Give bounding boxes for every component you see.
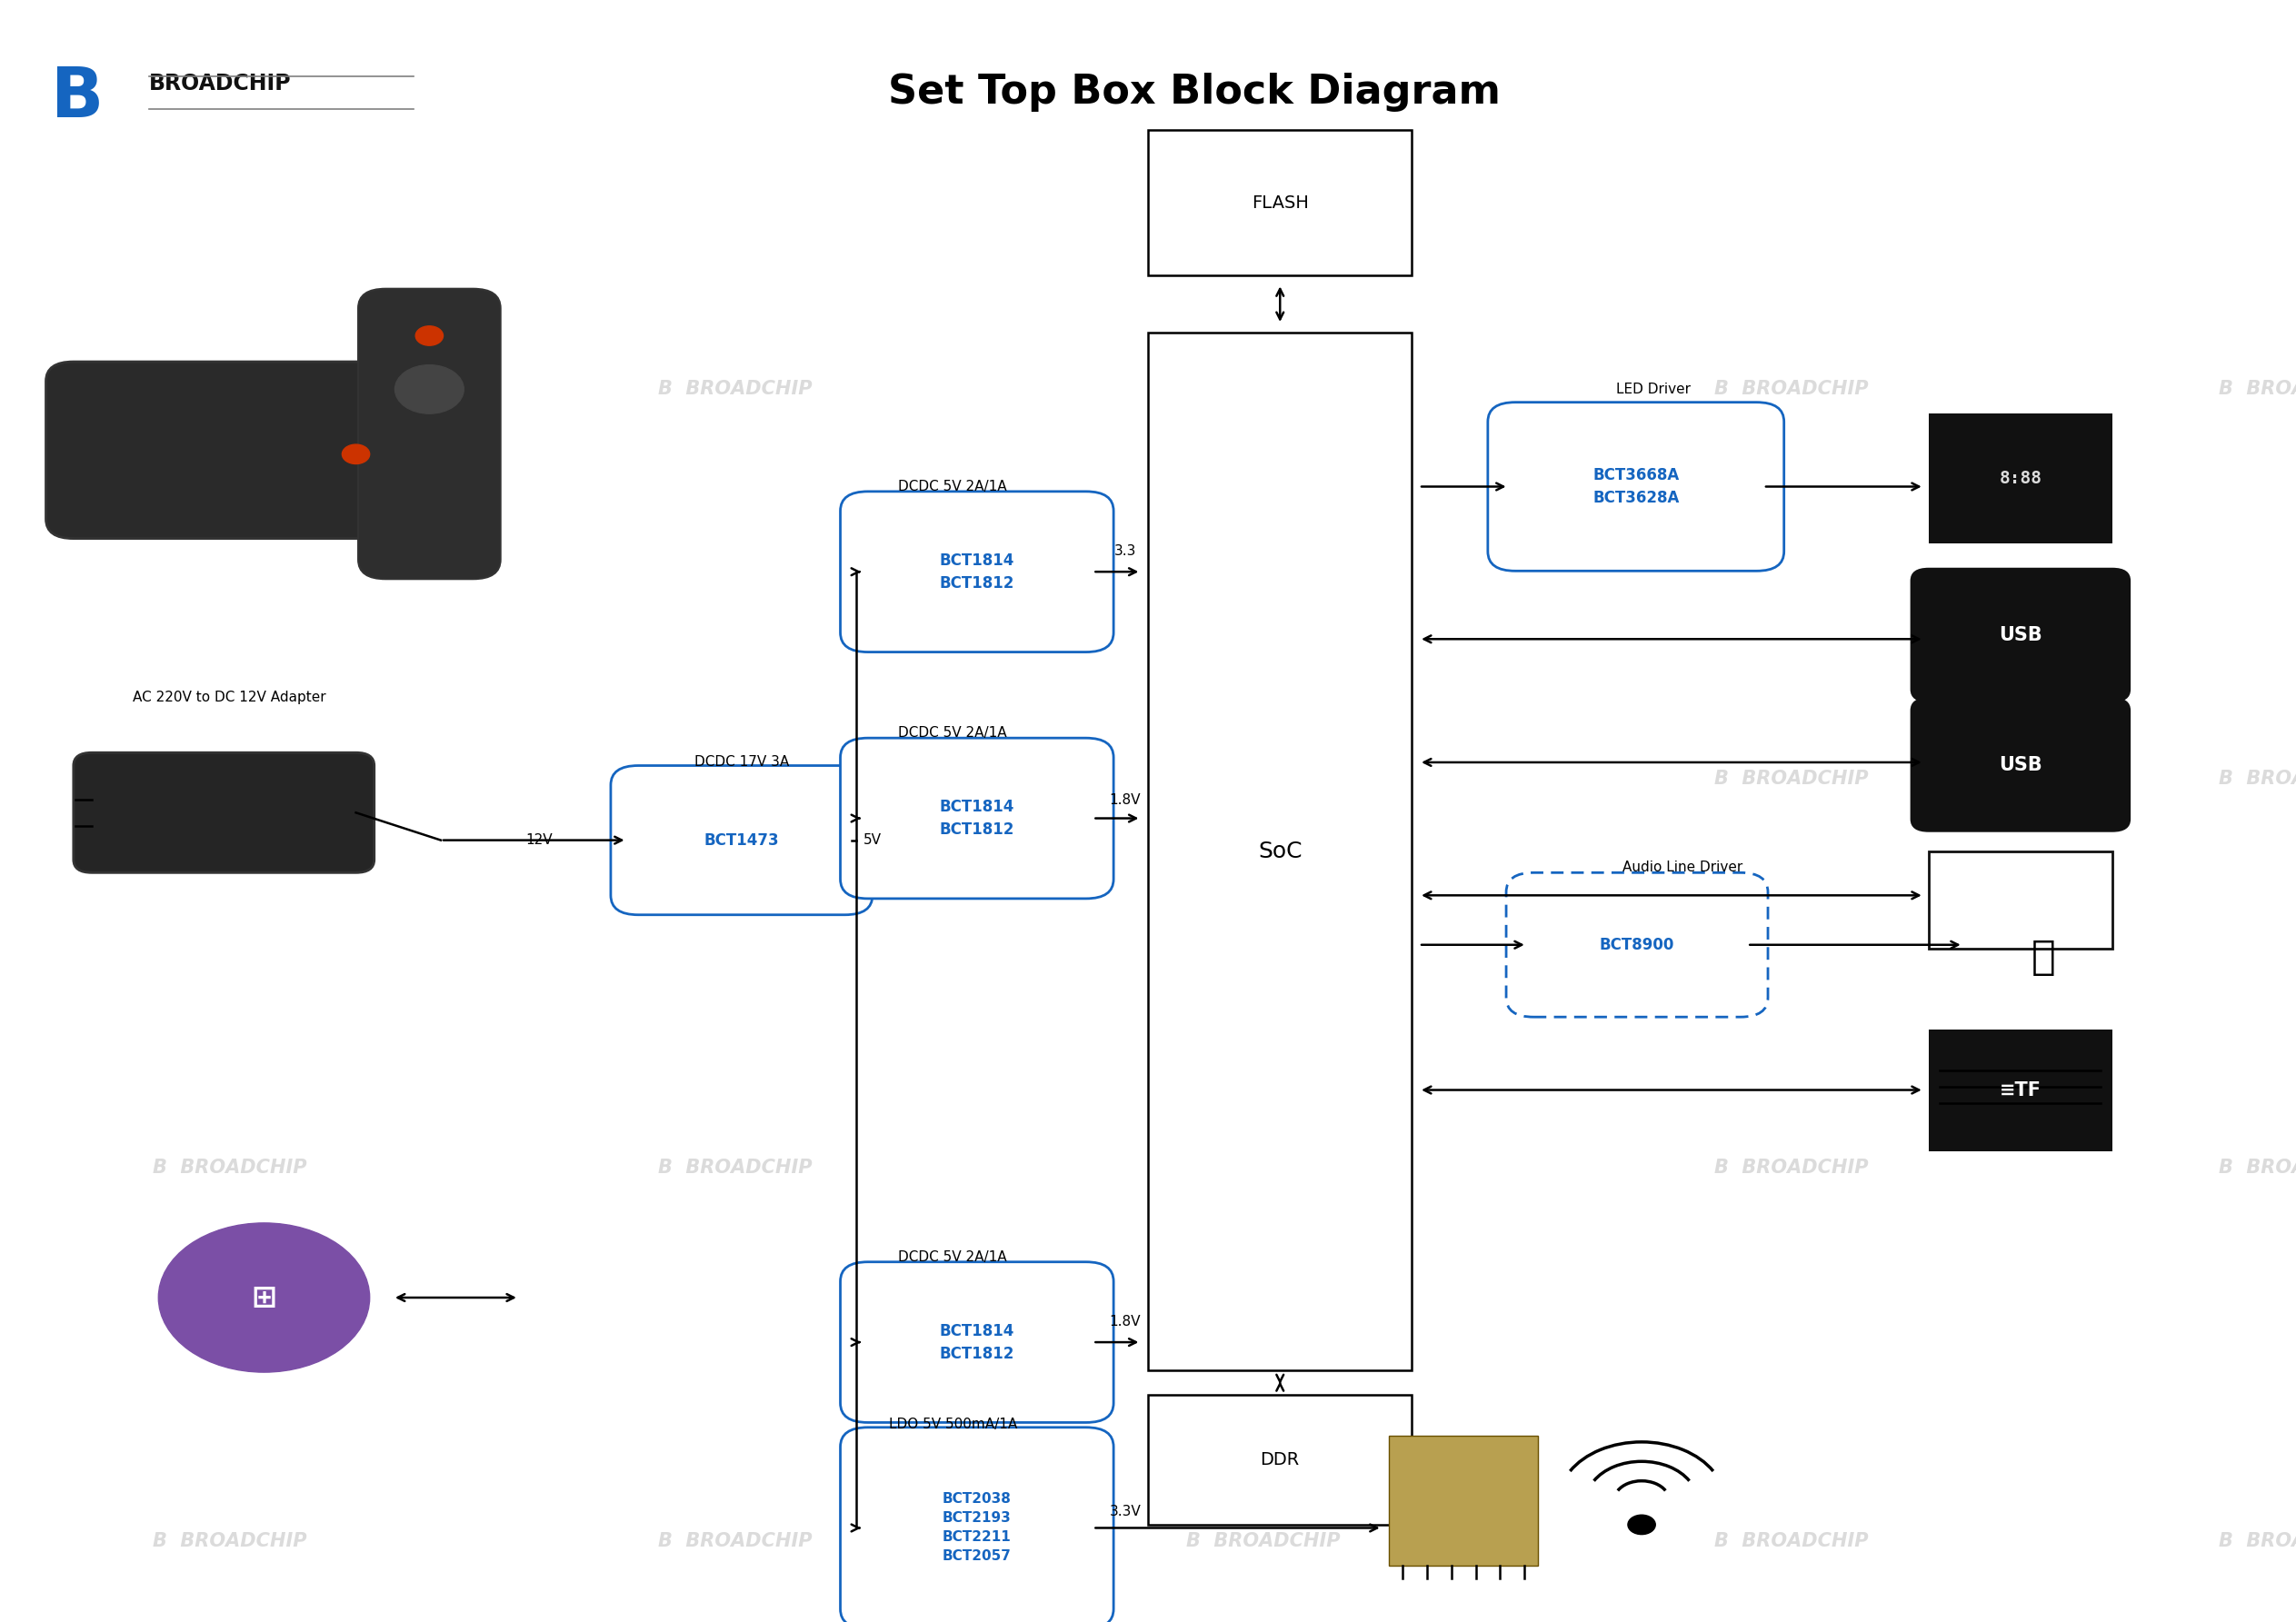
Text: SoC: SoC bbox=[1258, 840, 1302, 863]
Text: USB: USB bbox=[2000, 756, 2041, 774]
Text: DCDC 5V 2A/1A: DCDC 5V 2A/1A bbox=[898, 480, 1008, 493]
Text: B  BROADCHIP: B BROADCHIP bbox=[2218, 1158, 2296, 1178]
Text: B  BROADCHIP: B BROADCHIP bbox=[152, 769, 308, 788]
FancyBboxPatch shape bbox=[1148, 1395, 1412, 1525]
Text: LDO 5V 500mA/1A: LDO 5V 500mA/1A bbox=[889, 1418, 1017, 1431]
Text: 8:88: 8:88 bbox=[2000, 470, 2041, 487]
Text: B  BROADCHIP: B BROADCHIP bbox=[1713, 380, 1869, 399]
FancyBboxPatch shape bbox=[358, 289, 501, 579]
Text: DCDC 5V 2A/1A: DCDC 5V 2A/1A bbox=[898, 727, 1008, 740]
Text: B  BROADCHIP: B BROADCHIP bbox=[1185, 1531, 1341, 1551]
Text: Audio Line Driver: Audio Line Driver bbox=[1623, 861, 1743, 874]
Text: 1.8V: 1.8V bbox=[1109, 1315, 1141, 1328]
Text: B  BROADCHIP: B BROADCHIP bbox=[1185, 769, 1341, 788]
Text: BCT1814
BCT1812: BCT1814 BCT1812 bbox=[939, 798, 1015, 839]
Text: B  BROADCHIP: B BROADCHIP bbox=[1185, 1158, 1341, 1178]
Text: AC 220V to DC 12V Adapter: AC 220V to DC 12V Adapter bbox=[133, 691, 326, 704]
Text: B  BROADCHIP: B BROADCHIP bbox=[2218, 769, 2296, 788]
Text: BCT1814
BCT1812: BCT1814 BCT1812 bbox=[939, 1322, 1015, 1362]
FancyBboxPatch shape bbox=[1910, 697, 2131, 832]
Text: ≡TF: ≡TF bbox=[2000, 1082, 2041, 1100]
Text: B  BROADCHIP: B BROADCHIP bbox=[152, 1158, 308, 1178]
Text: B: B bbox=[51, 65, 103, 131]
Text: BCT2038
BCT2193
BCT2211
BCT2057: BCT2038 BCT2193 BCT2211 BCT2057 bbox=[941, 1492, 1013, 1564]
Circle shape bbox=[1628, 1515, 1655, 1534]
Text: B  BROADCHIP: B BROADCHIP bbox=[657, 1158, 813, 1178]
Text: B  BROADCHIP: B BROADCHIP bbox=[2218, 1531, 2296, 1551]
Text: B  BROADCHIP: B BROADCHIP bbox=[657, 769, 813, 788]
Text: B  BROADCHIP: B BROADCHIP bbox=[1713, 769, 1869, 788]
Text: B  BROADCHIP: B BROADCHIP bbox=[152, 380, 308, 399]
Circle shape bbox=[395, 365, 464, 414]
Text: DCDC 5V 2A/1A: DCDC 5V 2A/1A bbox=[898, 1251, 1008, 1264]
Text: B  BROADCHIP: B BROADCHIP bbox=[152, 1531, 308, 1551]
Text: BROADCHIP: BROADCHIP bbox=[149, 73, 292, 94]
Text: USB: USB bbox=[2000, 626, 2041, 644]
Text: ⊞: ⊞ bbox=[250, 1283, 278, 1312]
Text: B  BROADCHIP: B BROADCHIP bbox=[1713, 1158, 1869, 1178]
Text: DDR: DDR bbox=[1261, 1452, 1300, 1468]
Text: 12V: 12V bbox=[526, 834, 553, 847]
FancyBboxPatch shape bbox=[840, 1262, 1114, 1422]
FancyBboxPatch shape bbox=[840, 1427, 1114, 1622]
Text: 🎧: 🎧 bbox=[2032, 938, 2055, 976]
Circle shape bbox=[416, 326, 443, 345]
FancyBboxPatch shape bbox=[73, 753, 374, 873]
Text: 3.3V: 3.3V bbox=[1109, 1505, 1141, 1518]
Text: LED Driver: LED Driver bbox=[1616, 383, 1690, 396]
Text: 3.3: 3.3 bbox=[1114, 545, 1137, 558]
Text: B  BROADCHIP: B BROADCHIP bbox=[657, 380, 813, 399]
Text: B  BROADCHIP: B BROADCHIP bbox=[657, 1531, 813, 1551]
FancyBboxPatch shape bbox=[46, 362, 411, 539]
FancyBboxPatch shape bbox=[1929, 414, 2112, 543]
Text: 1.8V: 1.8V bbox=[1109, 793, 1141, 806]
FancyBboxPatch shape bbox=[1929, 1030, 2112, 1152]
Text: Set Top Box Block Diagram: Set Top Box Block Diagram bbox=[889, 73, 1499, 112]
FancyBboxPatch shape bbox=[1389, 1435, 1538, 1565]
FancyBboxPatch shape bbox=[1148, 333, 1412, 1371]
Circle shape bbox=[342, 444, 370, 464]
Text: BCT1473: BCT1473 bbox=[705, 832, 778, 848]
FancyBboxPatch shape bbox=[840, 491, 1114, 652]
Text: B  BROADCHIP: B BROADCHIP bbox=[2218, 380, 2296, 399]
Text: 5V: 5V bbox=[863, 834, 882, 847]
FancyBboxPatch shape bbox=[1506, 873, 1768, 1017]
FancyBboxPatch shape bbox=[1929, 852, 2112, 949]
FancyBboxPatch shape bbox=[840, 738, 1114, 899]
Text: B  BROADCHIP: B BROADCHIP bbox=[1713, 1531, 1869, 1551]
Text: DCDC 17V 3A: DCDC 17V 3A bbox=[693, 756, 790, 769]
Text: BCT3668A
BCT3628A: BCT3668A BCT3628A bbox=[1593, 467, 1678, 506]
Circle shape bbox=[158, 1223, 370, 1372]
FancyBboxPatch shape bbox=[1488, 402, 1784, 571]
Text: FLASH: FLASH bbox=[1251, 195, 1309, 211]
FancyBboxPatch shape bbox=[1148, 130, 1412, 276]
FancyBboxPatch shape bbox=[1910, 568, 2131, 702]
Text: B  BROADCHIP: B BROADCHIP bbox=[1185, 380, 1341, 399]
FancyBboxPatch shape bbox=[611, 766, 872, 915]
Text: BCT8900: BCT8900 bbox=[1600, 936, 1674, 954]
Text: BCT1814
BCT1812: BCT1814 BCT1812 bbox=[939, 551, 1015, 592]
